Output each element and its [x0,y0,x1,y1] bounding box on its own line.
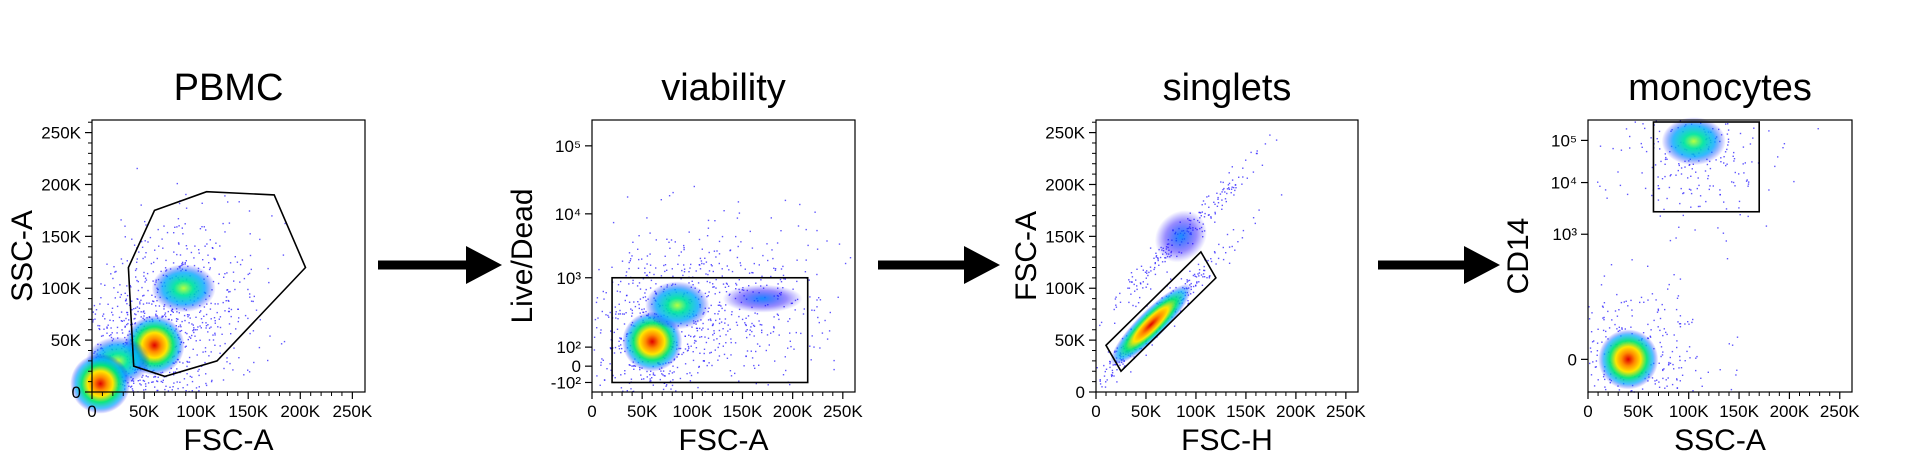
y-axis-label: CD14 [1502,218,1535,295]
density-cluster [1110,283,1192,366]
y-tick-label: 10⁵ [555,137,581,156]
arrow-2 [878,246,1000,284]
panel-title: monocytes [1628,67,1812,109]
density-cluster [722,284,803,313]
plot-frame [591,119,856,393]
x-axis-label: FSC-A [184,424,274,457]
x-tick-label: 100K [672,402,712,421]
y-tick-label: 50K [51,331,82,350]
x-tick-label: 250K [823,402,863,421]
x-tick-label: 250K [333,402,373,421]
gate-rectangle[interactable] [611,276,809,384]
x-tick-label: 200K [773,402,813,421]
x-tick-label: 250K [1326,402,1366,421]
x-tick-label: 200K [1276,402,1316,421]
density-cluster [1661,117,1726,166]
x-axis-label: SSC-A [1674,424,1766,457]
x-tick-label: 50K [129,402,160,421]
y-tick-label: 100K [41,279,81,298]
panel-1: PBMC 0 50K 100K 150K 200K 250K 0 50K 100K 150K 200K… [6,67,373,457]
density-cluster [1598,329,1659,390]
x-tick-label: 100K [176,402,216,421]
y-axis-label: FSC-A [1010,211,1043,301]
plot-frame [91,119,366,393]
density-cluster [645,281,710,330]
panel-3: singlets 0 50K 100K 150K 200K 250K 0 50K 100K 150K… [1010,67,1366,457]
x-tick-label: 200K [1770,402,1810,421]
y-tick-label: 0 [1076,383,1085,402]
x-tick-label: 200K [280,402,320,421]
x-axis-label: FSC-A [679,424,769,457]
y-tick-label: 150K [41,227,81,246]
x-tick-label: 150K [1719,402,1759,421]
x-tick-label: 50K [1623,402,1654,421]
y-tick-label: 150K [1045,227,1085,246]
x-tick-label: 0 [1091,402,1100,421]
y-tick-label: 10² [556,338,581,357]
x-tick-label: 250K [1820,402,1860,421]
x-tick-label: 100K [1669,402,1709,421]
y-tick-label: 0 [72,383,81,402]
y-tick-label: 100K [1045,279,1085,298]
x-tick-label: 50K [627,402,658,421]
panel-title: singlets [1163,67,1292,109]
panel-4: monocytes 0 50K 100K 150K 200K 250K 0 10³ 10⁴ 10⁵ S… [1502,67,1860,457]
gate-rectangle[interactable] [1652,121,1761,213]
density-cluster [70,353,131,414]
y-tick-label: 10³ [1552,225,1577,244]
y-tick-label: 200K [1045,175,1085,194]
y-tick-label: 250K [41,124,81,143]
x-tick-label: 150K [1226,402,1266,421]
x-tick-label: 0 [87,402,96,421]
y-tick-label: 0 [1568,350,1577,369]
y-tick-label: 10⁴ [555,205,581,224]
x-axis-label: FSC-H [1181,424,1273,457]
arrow-3 [1378,246,1500,284]
arrows [378,246,1500,284]
y-tick-label: 50K [1055,331,1086,350]
density-cluster [151,264,216,313]
plot-frame [1095,119,1359,393]
density-cluster [1154,210,1208,263]
y-axis-label: SSC-A [6,210,39,302]
y-tick-label: 10⁴ [1551,174,1577,193]
y-axis-label: Live/Dead [506,188,539,323]
x-tick-label: 0 [587,402,596,421]
gate-polygon[interactable] [127,190,307,378]
y-tick-label: 10⁵ [1551,131,1577,150]
plot-frame [1587,119,1853,393]
x-tick-label: 100K [1176,402,1216,421]
x-tick-label: 150K [723,402,763,421]
panel-title: PBMC [174,67,284,109]
y-tick-label: 250K [1045,124,1085,143]
x-tick-label: 0 [1583,402,1592,421]
y-tick-label: -10² [551,373,582,392]
x-tick-label: 150K [228,402,268,421]
x-tick-label: 50K [1131,402,1162,421]
panel-title: viability [661,67,786,109]
gate-polygon[interactable] [1104,250,1217,373]
y-tick-label: 200K [41,175,81,194]
y-tick-label: 0 [572,357,581,376]
arrow-1 [378,246,502,284]
y-tick-label: 10³ [556,269,581,288]
